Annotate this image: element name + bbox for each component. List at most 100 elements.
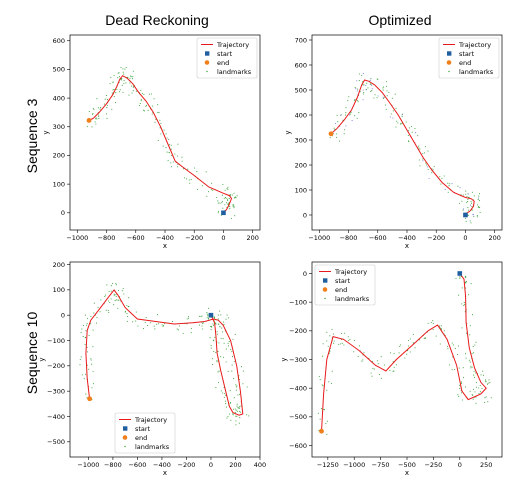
landmark-point: [115, 294, 117, 296]
y-tick-label: −500: [289, 413, 307, 421]
landmark-point: [449, 364, 451, 366]
landmark-point: [196, 171, 198, 173]
landmark-point: [124, 310, 126, 312]
landmark-point: [160, 122, 162, 125]
landmark-point: [229, 208, 231, 210]
y-tick-label: 400: [53, 94, 65, 102]
landmark-point: [238, 393, 241, 395]
landmark-point: [169, 144, 171, 146]
landmark-point: [357, 88, 359, 90]
landmark-point: [239, 417, 241, 419]
landmark-point: [411, 131, 413, 133]
landmark-point: [355, 88, 357, 90]
landmark-point: [132, 90, 134, 92]
landmark-point: [111, 92, 113, 94]
landmark-point: [471, 209, 474, 211]
landmark-point: [470, 365, 472, 367]
landmark-point: [476, 215, 478, 217]
landmark-point: [120, 78, 122, 80]
landmark-point: [422, 152, 424, 155]
landmark-point: [422, 160, 424, 162]
landmark-point: [99, 311, 101, 313]
landmark-point: [88, 335, 90, 337]
landmark-points: [79, 282, 250, 426]
landmark-point: [419, 148, 421, 150]
landmark-point: [477, 204, 479, 206]
landmark-point: [409, 338, 411, 340]
landmark-point: [331, 328, 333, 330]
end-marker: [86, 118, 92, 123]
landmark-point: [207, 317, 210, 319]
landmark-point: [92, 112, 94, 115]
landmark-point: [109, 83, 111, 85]
landmark-point: [395, 107, 397, 109]
landmark-point: [127, 76, 129, 78]
landmark-point: [393, 370, 395, 372]
landmark-point: [114, 102, 117, 104]
x-tick-label: −800: [104, 461, 122, 469]
landmark-point: [239, 378, 241, 380]
landmark-point: [363, 352, 365, 354]
landmark-point: [340, 114, 342, 116]
legend-label-end: end: [217, 59, 229, 67]
landmark-point: [146, 324, 149, 327]
landmark-point: [476, 216, 478, 218]
landmark-point: [216, 331, 218, 333]
legend-label-trajectory: Trajectory: [458, 41, 491, 49]
landmark-point: [235, 384, 237, 386]
landmark-point: [186, 318, 188, 320]
landmark-point: [424, 152, 426, 154]
landmark-point: [150, 322, 152, 324]
landmark-point: [212, 364, 214, 366]
landmark-point: [113, 293, 115, 295]
landmark-point: [229, 402, 232, 404]
landmark-point: [98, 115, 100, 118]
chart-seq10-optimized: −1250 −1000 −750 −500 −250 0 250−600−500−400−3…: [280, 261, 503, 477]
landmark-point: [373, 368, 375, 370]
legend-swatch-start: [447, 51, 452, 56]
legend-swatch-start: [205, 51, 210, 56]
landmark-point: [168, 152, 170, 154]
landmark-point: [237, 394, 239, 396]
trajectory-line: [330, 79, 475, 215]
landmark-point: [90, 323, 92, 325]
legend-label-trajectory: Trajectory: [134, 416, 167, 424]
landmark-point: [126, 320, 128, 322]
x-tick-label: −200: [427, 234, 445, 242]
x-axis-label: x: [405, 242, 409, 250]
landmark-point: [161, 324, 163, 326]
landmark-point: [190, 178, 192, 181]
landmark-point: [358, 345, 361, 347]
plot-frame: [69, 261, 261, 458]
landmark-point: [92, 346, 94, 348]
landmark-point: [415, 132, 417, 134]
landmark-point: [83, 378, 85, 380]
landmark-point: [338, 140, 341, 142]
y-tick-label: −400: [289, 384, 307, 392]
landmark-point: [229, 413, 231, 415]
landmark-point: [407, 345, 410, 347]
landmark-point: [430, 321, 432, 323]
landmark-point: [470, 222, 472, 224]
landmark-point: [146, 104, 148, 106]
landmark-point: [86, 351, 88, 353]
landmark-point: [334, 122, 337, 125]
landmark-point: [412, 342, 414, 344]
landmark-point: [369, 83, 371, 86]
landmark-point: [217, 381, 220, 384]
landmark-point: [425, 162, 427, 164]
landmark-point: [409, 351, 411, 353]
landmark-point: [109, 301, 111, 304]
row-title-sequence-10: Sequence 10: [24, 311, 40, 395]
landmark-point: [443, 330, 445, 332]
landmark-point: [477, 199, 479, 201]
landmark-point: [210, 325, 212, 328]
landmark-point: [210, 344, 212, 346]
landmark-point: [162, 325, 164, 327]
landmark-point: [125, 67, 127, 69]
landmark-point: [220, 390, 222, 392]
landmark-point: [90, 358, 92, 360]
landmark-point: [362, 84, 364, 86]
landmark-point: [105, 309, 107, 311]
